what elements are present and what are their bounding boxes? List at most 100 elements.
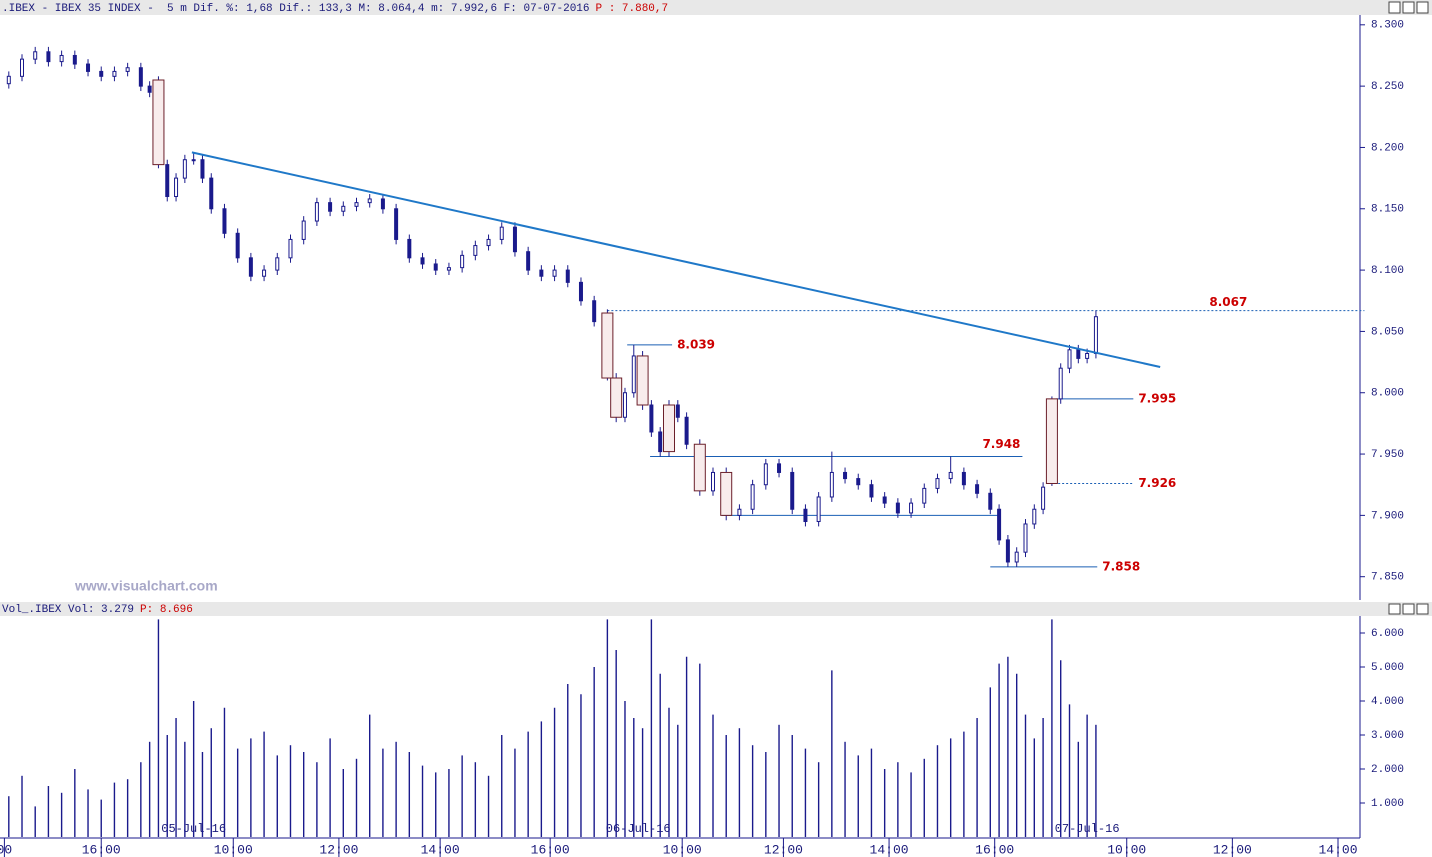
x-tick-label: 10:00	[214, 842, 253, 857]
close-button[interactable]	[1416, 1, 1429, 14]
level-label: 7.948	[982, 437, 1020, 451]
candle-body	[997, 508, 1002, 541]
candle-body	[975, 484, 980, 494]
header-text: .IBEX - IBEX 35 INDEX - 5 m Dif. %: 1,68…	[2, 3, 590, 15]
candle-body	[72, 54, 77, 65]
candle-body	[152, 79, 165, 166]
candle-body	[262, 269, 267, 277]
candle-body	[803, 508, 808, 523]
x-tick-label: 12:00	[764, 842, 803, 857]
trendline	[191, 151, 1161, 368]
maximize-button[interactable]	[1402, 603, 1415, 615]
candle-body	[394, 208, 399, 240]
y-tick-label: 8.200	[1371, 142, 1404, 154]
candle-body	[1023, 523, 1028, 553]
y-tick-label: 8.150	[1371, 204, 1404, 216]
volume-header-bar	[0, 602, 1432, 616]
candle-body	[526, 251, 531, 271]
candle-body	[367, 198, 372, 204]
volume-y-tick-label: 6.000	[1371, 628, 1404, 640]
candle-body	[182, 159, 187, 179]
candle-body	[1045, 398, 1058, 484]
x-tick-label: 12:00	[1213, 842, 1252, 857]
candle-body	[486, 238, 491, 247]
candle-body	[341, 205, 346, 212]
x-tick-label: 10:00	[1107, 842, 1146, 857]
candle-body	[675, 404, 680, 418]
level-label: 7.858	[1102, 559, 1140, 573]
x-tick-label: 16:00	[975, 842, 1014, 857]
volume-y-tick-label: 5.000	[1371, 662, 1404, 674]
candle-body	[882, 496, 887, 504]
candle-body	[46, 51, 51, 63]
candle-body	[235, 232, 240, 259]
window-controls[interactable]	[1388, 1, 1429, 14]
candle-body	[1085, 352, 1090, 359]
candle-body	[6, 75, 11, 85]
minimize-button[interactable]	[1388, 1, 1401, 14]
candle-body	[909, 502, 914, 514]
candle-body	[601, 312, 614, 379]
y-tick-label: 8.250	[1371, 81, 1404, 93]
candle-body	[200, 159, 205, 179]
candle-body	[191, 159, 196, 162]
level-label: 7.995	[1138, 391, 1176, 405]
candle-body	[473, 245, 478, 256]
candle-body	[1014, 551, 1019, 563]
candle-body	[631, 355, 636, 394]
candle-body	[922, 487, 927, 504]
x-tick-label: 14:00	[1318, 842, 1357, 857]
candle-body	[711, 471, 716, 492]
volume-header-price: P: 8.696	[140, 604, 193, 616]
volume-y-tick-label: 1.000	[1371, 798, 1404, 810]
candle-body	[33, 51, 38, 60]
candle-body	[1058, 367, 1063, 400]
candle-body	[662, 404, 675, 453]
candle-body	[314, 202, 319, 222]
x-tick-label: 16:00	[82, 842, 121, 857]
candle-body	[720, 471, 733, 516]
header-price: P : 7.880,7	[596, 3, 669, 15]
volume-window-controls[interactable]	[1388, 603, 1429, 615]
candle-body	[895, 502, 900, 514]
candle-body	[578, 281, 583, 302]
minimize-button[interactable]	[1388, 603, 1401, 615]
candle-body	[380, 198, 385, 210]
candle-body	[750, 484, 755, 510]
candle-body	[693, 443, 706, 492]
x-tick-label: 16:00	[531, 842, 570, 857]
candle-body	[125, 67, 130, 72]
candle-body	[275, 257, 280, 271]
candle-body	[512, 226, 517, 253]
candle-body	[636, 355, 649, 406]
level-label: 7.926	[1138, 476, 1176, 490]
candle-body	[209, 177, 214, 210]
header-bar	[0, 0, 1432, 15]
candle-body	[777, 463, 782, 473]
candle-body	[649, 404, 654, 433]
x-tick-label: 14:00	[870, 842, 909, 857]
y-tick-label: 7.850	[1371, 572, 1404, 584]
candle-body	[354, 202, 359, 207]
x-tick-label: 10:00	[663, 842, 702, 857]
candle-body	[1005, 539, 1010, 563]
candle-body	[99, 70, 104, 77]
y-tick-label: 8.300	[1371, 20, 1404, 32]
candle-body	[1067, 349, 1072, 369]
candle-body	[1076, 349, 1081, 359]
y-tick-label: 8.050	[1371, 326, 1404, 338]
watermark: www.visualchart.com	[74, 578, 218, 594]
candle-body	[869, 484, 874, 498]
level-label: 8.067	[1209, 295, 1247, 309]
candle-body	[147, 85, 152, 93]
candle-body	[961, 471, 966, 486]
y-tick-label: 8.000	[1371, 388, 1404, 400]
candle-body	[1093, 316, 1098, 354]
maximize-button[interactable]	[1402, 1, 1415, 14]
candle-body	[138, 67, 143, 87]
close-button[interactable]	[1416, 603, 1429, 615]
candle-body	[499, 226, 504, 240]
candle-body	[165, 164, 170, 198]
candle-body	[935, 478, 940, 489]
candle-body	[843, 471, 848, 480]
